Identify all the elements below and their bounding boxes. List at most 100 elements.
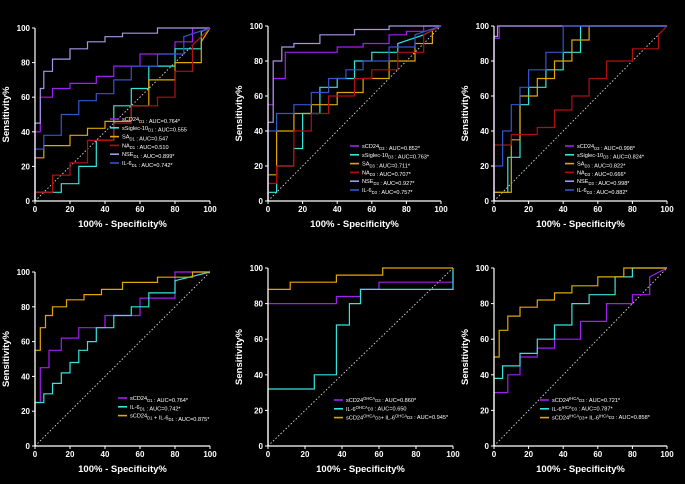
roc-curve-2: [34, 271, 211, 446]
x-tick-label: 60: [375, 450, 384, 459]
roc-curve-2: [34, 27, 211, 201]
y-tick-label: 60: [254, 92, 263, 101]
x-axis-title: 100% - Specificity%: [310, 219, 399, 230]
reference-diagonal: [267, 25, 442, 202]
reference-diagonal: [34, 271, 211, 447]
x-tick-label: 100: [434, 205, 448, 214]
x-tick-label: 0: [33, 205, 38, 214]
y-tick-label: 100: [17, 268, 31, 277]
legend-subscript: D1: [147, 415, 153, 420]
y-axis-title: Sensitivity%: [234, 328, 245, 385]
roc-curve-4: [493, 25, 668, 201]
legend-entry: sCD24D3 : AUC=0.998*: [577, 144, 636, 152]
y-axis-title: Sensitivity%: [1, 330, 12, 387]
legend-subscript: D3: [374, 181, 380, 186]
y-tick-label: 60: [480, 92, 489, 101]
x-tick-label: 80: [171, 205, 180, 214]
legend-entry: sCD24OHCAD3+ IL-6OHCAD3 : AUC=0.945*: [346, 413, 449, 421]
x-tick-label: 80: [628, 205, 637, 214]
x-tick-label: 0: [266, 205, 271, 214]
legend-subscript: D1: [140, 407, 146, 412]
roc-curve-3: [34, 271, 210, 446]
legend-entry: sCD24OHCAD3 : AUC=0.860*: [346, 396, 417, 404]
x-axis-title: 100% - Specificity%: [78, 464, 167, 475]
y-tick-label: 20: [480, 162, 489, 171]
y-tick-label: 40: [480, 371, 489, 380]
legend: sCD24D1 : AUC=0.764*IL-6D1 : AUC=0.742*s…: [118, 396, 210, 423]
roc-panel-1: 0 20 40 60 80 100 0 20 40 60 80 100 100% - Specifici…: [1, 24, 217, 230]
x-tick-label: 100: [660, 205, 674, 214]
y-tick-label: 60: [21, 338, 30, 347]
legend-subscript: D3: [579, 415, 585, 420]
x-tick-label: 20: [301, 450, 310, 459]
roc-curve-6: [34, 27, 211, 201]
y-tick-label: 40: [254, 127, 263, 136]
legend: sCD24D3 : AUC=0.852*sSiglec-10D3 : AUC=0…: [350, 144, 430, 196]
x-tick-label: 80: [628, 450, 637, 459]
x-tick-label: 20: [524, 205, 533, 214]
x-tick-label: 20: [298, 205, 307, 214]
y-tick-label: 80: [254, 300, 263, 309]
roc-curve-3: [267, 267, 453, 446]
legend: sCD24OHCAD3 : AUC=0.860*IL-6OHCAD3 : AUC…: [334, 396, 449, 422]
x-tick-label: 40: [101, 450, 110, 459]
x-tick-label: 40: [338, 450, 347, 459]
x-tick-label: 60: [593, 450, 602, 459]
roc-curve-2: [267, 268, 454, 446]
legend-entry: NAD3 : AUC=0.666*: [577, 170, 627, 178]
legend-entry: SAD1 : AUC=0.547: [122, 135, 168, 143]
legend-entry: sSiglec-10D3 : AUC=0.763*: [362, 153, 430, 161]
legend-subscript: D3: [589, 181, 595, 186]
y-axis-title: Sensitivity%: [460, 85, 471, 142]
y-tick-label: 80: [480, 57, 489, 66]
legend-superscript: IHCA: [599, 413, 609, 418]
legend-subscript: D1: [130, 145, 136, 150]
x-tick-label: 0: [492, 450, 497, 459]
y-tick-label: 80: [254, 57, 263, 66]
y-tick-label: 100: [250, 264, 264, 273]
y-tick-label: 20: [21, 407, 30, 416]
legend-subscript: D3: [587, 190, 593, 195]
legend-subscript: D3: [572, 407, 578, 412]
legend-superscript: OHCA: [363, 396, 375, 401]
legend-entry: IL-6OHCAD3 : AUC=0.650: [346, 405, 407, 413]
x-axis-title: 100% - Specificity%: [316, 464, 405, 475]
legend-entry: SAD3 : AUC=0.822*: [577, 162, 626, 170]
roc-curve-5: [34, 27, 210, 201]
x-tick-label: 40: [101, 205, 110, 214]
legend-superscript: IHCA: [562, 405, 572, 410]
x-tick-label: 0: [33, 450, 38, 459]
x-tick-label: 60: [136, 205, 145, 214]
legend-entry: sSiglec-10D1 : AUC=0.555: [122, 126, 187, 134]
x-tick-label: 40: [333, 205, 342, 214]
x-tick-label: 100: [203, 205, 217, 214]
y-tick-label: 60: [21, 93, 30, 102]
reference-diagonal: [267, 267, 454, 447]
x-tick-label: 100: [660, 450, 674, 459]
y-tick-label: 80: [21, 303, 30, 312]
legend-entry: NSED3 : AUC=0.927*: [362, 179, 415, 187]
legend-superscript: OHCA: [356, 405, 368, 410]
x-tick-label: 100: [203, 450, 217, 459]
legend-superscript: IHCA: [569, 414, 579, 419]
legend-entry: IL-6IHCAD3 : AUC=0.787*: [552, 405, 613, 413]
y-tick-label: 100: [17, 24, 31, 33]
x-tick-label: 80: [171, 450, 180, 459]
legend-entry: sCD24D1 + IL-6D1 : AUC=0.875*: [130, 414, 210, 424]
x-tick-label: 0: [492, 205, 497, 214]
legend-entry: SAD3 : AUC=0.711*: [362, 162, 411, 170]
y-tick-label: 0: [259, 197, 264, 206]
legend-subscript: D3: [585, 172, 591, 177]
x-tick-label: 40: [559, 450, 568, 459]
y-tick-label: 100: [250, 22, 264, 31]
legend-entry: sCD24IHCAD3 : AUC=0.721*: [552, 396, 621, 404]
legend-entry: NSED3 : AUC=0.998*: [577, 179, 630, 187]
legend-subscript: D3: [379, 146, 385, 151]
legend-subscript: D1: [132, 163, 138, 168]
legend-superscript: IHCA: [569, 396, 579, 401]
x-tick-label: 100: [446, 450, 460, 459]
y-tick-label: 20: [480, 406, 489, 415]
legend-subscript: D3: [603, 155, 609, 160]
legend-entry: sCD24D1 : AUC=0.764*: [130, 396, 189, 404]
x-tick-label: 60: [593, 205, 602, 214]
